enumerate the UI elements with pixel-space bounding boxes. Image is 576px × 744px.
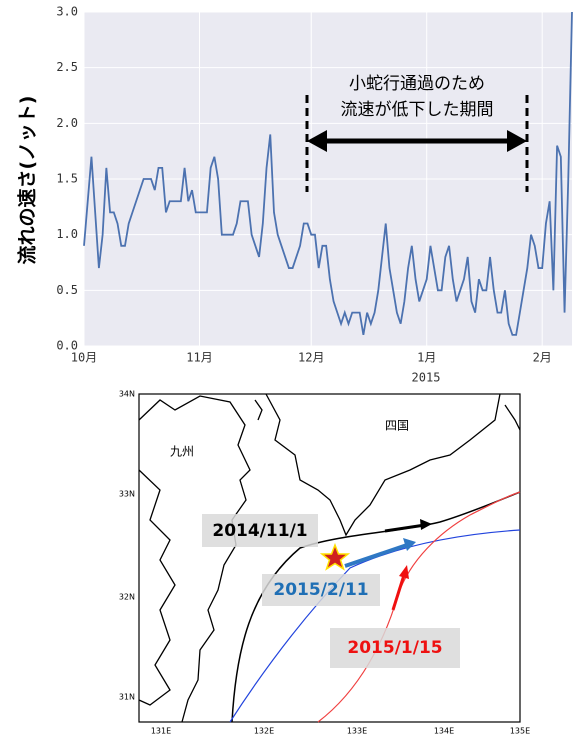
- arrow-head: [420, 519, 432, 530]
- lon-tick-label: 134E: [434, 727, 454, 736]
- coastline: [265, 393, 501, 537]
- y-tick-label: 3.0: [56, 5, 78, 19]
- arrow-head: [307, 130, 327, 152]
- lon-tick-label: 131E: [151, 727, 171, 736]
- coastline: [254, 399, 521, 431]
- lat-tick-label: 33N: [119, 490, 135, 499]
- label-box: [262, 574, 380, 606]
- x-sublabel: 2015: [412, 371, 441, 385]
- lon-tick-label: 133E: [347, 727, 367, 736]
- x-tick-label: 1月: [417, 351, 436, 365]
- lon-tick-label: 135E: [510, 727, 530, 736]
- track-label: 2015/2/11: [273, 580, 368, 600]
- x-tick-label: 12月: [298, 351, 324, 365]
- arrow-head: [403, 538, 416, 551]
- place-label: 九州: [170, 445, 194, 459]
- track-red: [317, 491, 521, 723]
- lat-tick-label: 32N: [119, 593, 135, 602]
- label-box: [330, 628, 460, 668]
- track-black: [231, 491, 521, 723]
- lat-tick-label: 31N: [119, 693, 135, 702]
- y-tick-label: 2.5: [56, 60, 78, 74]
- label-box: [202, 514, 318, 547]
- y-tick-label: 0.5: [56, 283, 78, 297]
- x-tick-label: 11月: [186, 351, 212, 365]
- coastline: [138, 469, 176, 706]
- speed-line: [83, 11, 573, 336]
- track-arrow: [391, 574, 406, 611]
- y-tick-label: 1.0: [56, 227, 78, 241]
- annotation: 流速が低下した期間: [341, 100, 494, 120]
- star: [319, 542, 351, 571]
- arrow-head: [399, 565, 409, 579]
- map: 2014/11/1 2015/2/11 2015/1/15 九州 四国 34N …: [119, 390, 530, 736]
- lat-tick-label: 34N: [119, 390, 135, 399]
- track-blue: [229, 529, 521, 723]
- x-tick-label: 10月: [71, 351, 97, 365]
- place-label: 四国: [385, 419, 409, 433]
- y-axis-label: 流れの速さ(ノット): [16, 96, 39, 265]
- lon-tick-label: 132E: [254, 727, 274, 736]
- track-label: 2015/1/15: [347, 638, 442, 658]
- coastline: [138, 395, 251, 723]
- y-tick-label: 2.0: [56, 116, 78, 130]
- track-label: 2014/11/1: [212, 521, 307, 541]
- x-tick-label: 2月: [533, 351, 552, 365]
- track-arrow: [384, 523, 426, 533]
- arrow-head: [507, 130, 527, 152]
- y-tick-label: 0.0: [56, 339, 78, 353]
- y-tick-label: 1.5: [56, 172, 78, 186]
- track-arrow: [344, 543, 408, 568]
- annotation: 小蛇行通過のため: [349, 74, 485, 94]
